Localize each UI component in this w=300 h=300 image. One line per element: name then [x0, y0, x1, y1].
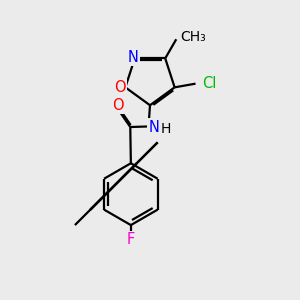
Text: N: N	[148, 119, 159, 134]
Text: H: H	[161, 122, 171, 136]
Text: F: F	[127, 232, 135, 247]
Text: O: O	[114, 80, 126, 95]
Text: O: O	[112, 98, 123, 113]
Text: CH₃: CH₃	[180, 30, 206, 44]
Text: N: N	[128, 50, 139, 65]
Text: Cl: Cl	[202, 76, 216, 91]
